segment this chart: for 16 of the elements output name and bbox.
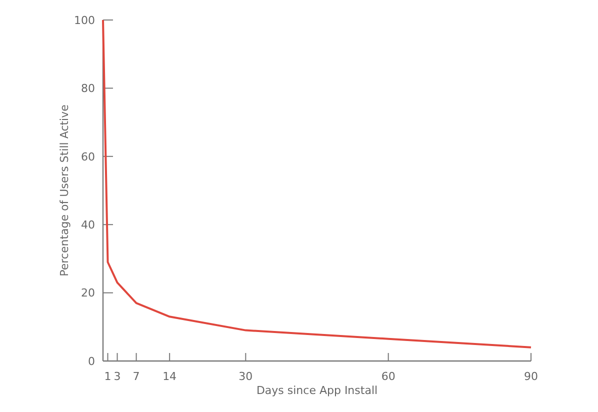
y-tick-label: 20 [81,286,95,300]
x-tick-label: 30 [238,370,253,383]
x-axis-title: Days since App Install [256,384,378,397]
line-series [102,19,532,348]
y-tick-label: 100 [74,14,95,27]
x-tick-label: 14 [162,370,177,383]
y-tick-label: 80 [81,82,95,96]
x-tick-label: 3 [114,370,121,383]
y-tick-label: 60 [81,150,95,164]
x-tick-label: 60 [381,370,396,383]
x-tick-label: 1 [104,370,112,383]
y-axis-title: Percentage of Users Still Active [58,104,71,276]
x-tick-label: 7 [132,370,140,383]
y-tick-label: 0 [88,354,95,368]
y-tick-label: 40 [81,218,95,232]
x-tick-label: 90 [524,370,538,383]
